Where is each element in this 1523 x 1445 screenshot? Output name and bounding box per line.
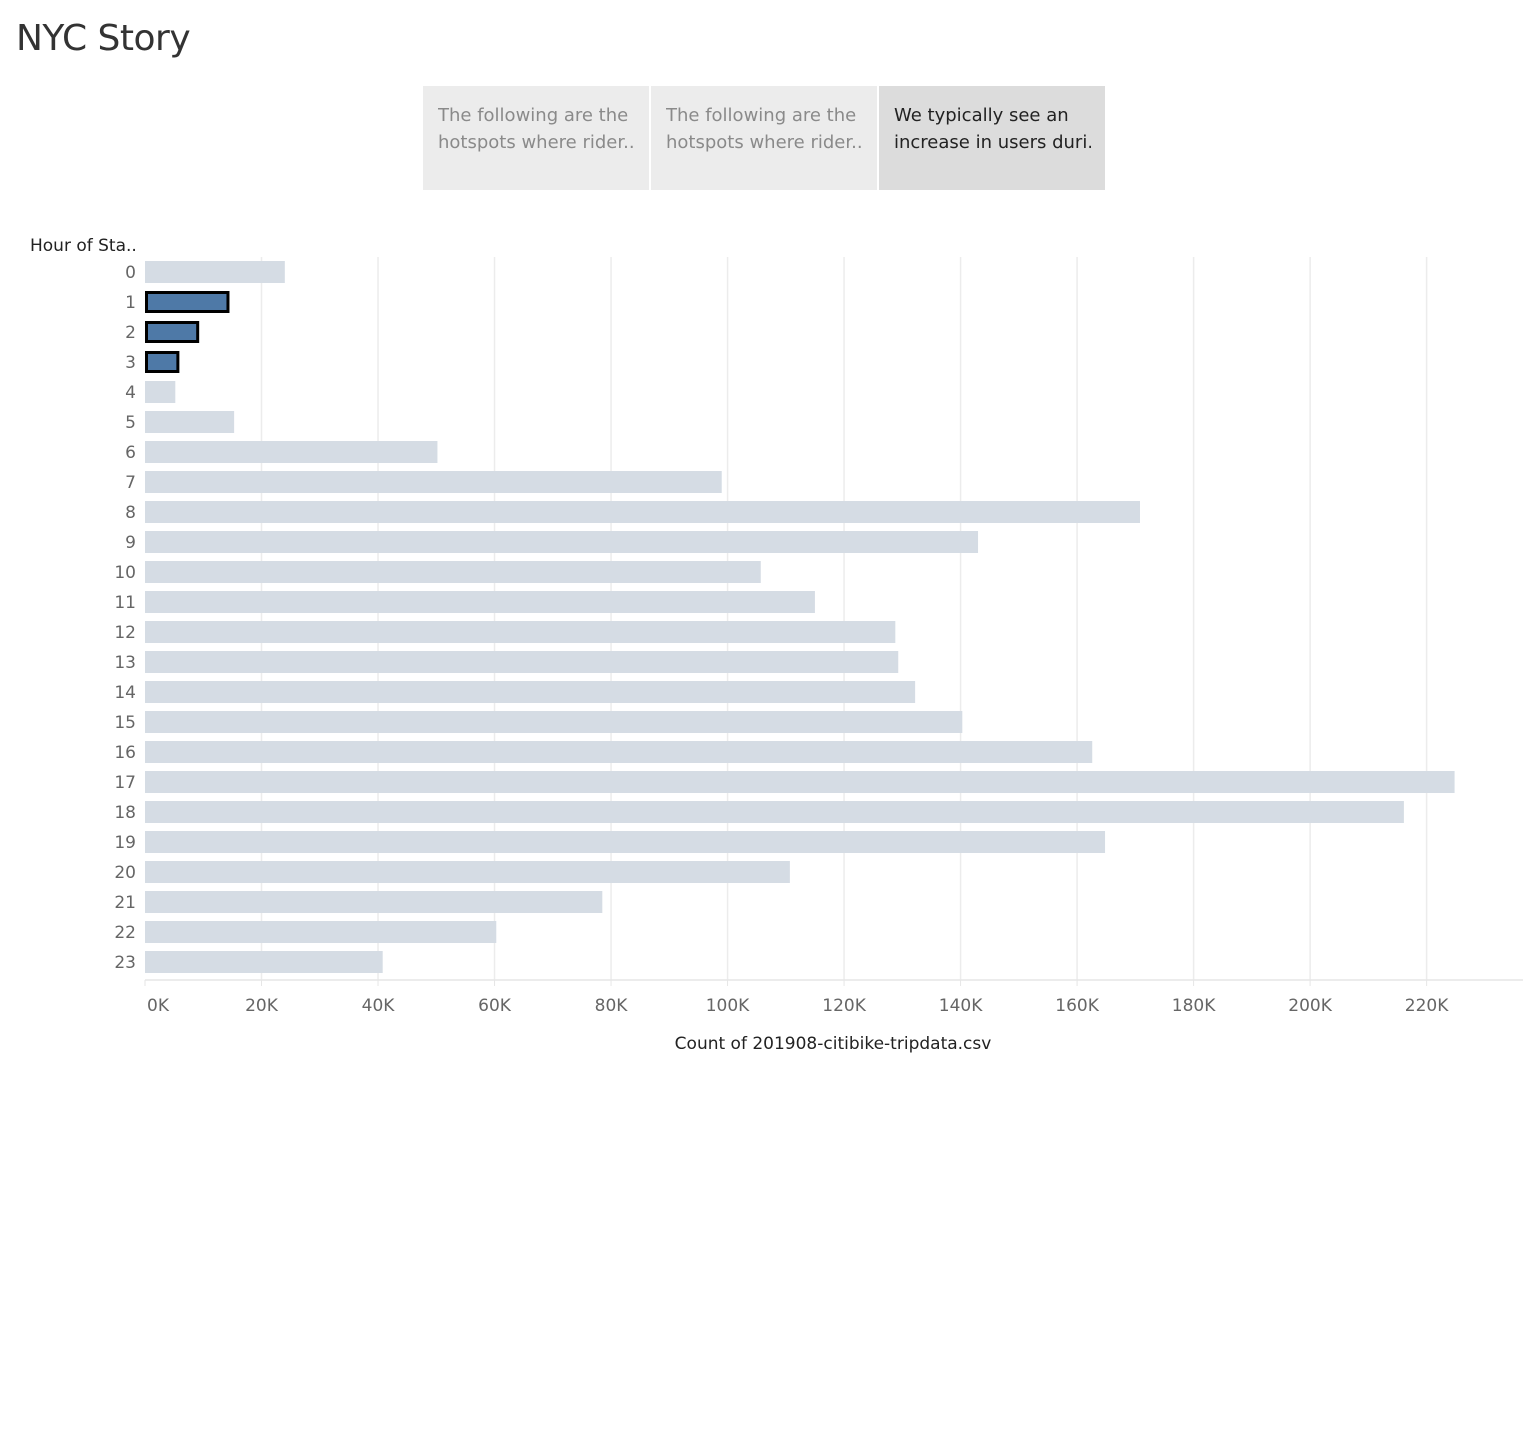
bar-hour-3[interactable] (145, 351, 180, 373)
bar-hour-8[interactable] (145, 501, 1141, 523)
y-tick-label-21: 21 (114, 893, 136, 913)
y-tick-label-16: 16 (114, 743, 136, 763)
bar-hour-2[interactable] (145, 321, 200, 343)
x-tick-label-4: 80K (595, 996, 629, 1016)
y-tick-label-2: 2 (125, 323, 136, 343)
bar-hour-5[interactable] (145, 411, 235, 433)
y-tick-label-19: 19 (114, 833, 136, 853)
bars (145, 261, 1455, 973)
story-point-3[interactable]: We typically see an increase in users du… (879, 86, 1105, 190)
bar-hour-10[interactable] (145, 561, 761, 583)
x-tick-label-10: 200K (1288, 996, 1332, 1016)
y-tick-label-5: 5 (125, 413, 136, 433)
x-tick-label-8: 160K (1055, 996, 1099, 1016)
story-point-3-line-1: We typically see an (894, 105, 1069, 126)
story-point-3-line-2: increase in users duri.. (894, 132, 1091, 153)
y-tick-label-15: 15 (114, 713, 136, 733)
y-tick-label-13: 13 (114, 653, 136, 673)
y-tick-label-4: 4 (125, 383, 136, 403)
bar-hour-1[interactable] (145, 291, 230, 313)
bar-hour-7[interactable] (145, 471, 722, 493)
x-axis-title: Count of 201908-citibike-tripdata.csv (675, 1034, 992, 1054)
bar-hour-19[interactable] (145, 831, 1106, 853)
x-tick-labels: 0K 20K 40K 60K 80K 100K 120K 140K 160K 180K 200K 22… (144, 980, 1449, 1016)
bar-hour-6[interactable] (145, 441, 438, 463)
x-tick-label-1: 20K (245, 996, 279, 1016)
story-title: NYC Story (16, 18, 191, 59)
x-tick-label-9: 180K (1172, 996, 1216, 1016)
bar-hour-0[interactable] (145, 261, 285, 283)
x-tick-label-11: 220K (1405, 996, 1449, 1016)
y-tick-label-9: 9 (125, 533, 136, 553)
bar-hour-23[interactable] (145, 951, 383, 973)
x-tick-label-0: 0K (147, 996, 170, 1016)
story-point-2-line-2: hotspots where rider.. (666, 132, 863, 153)
gridlines (260, 257, 1428, 980)
bar-hour-20[interactable] (145, 861, 790, 883)
story-point-1-line-1: The following are the (438, 105, 629, 126)
story-point-1-line-2: hotspots where rider.. (438, 132, 635, 153)
bar-hour-16[interactable] (145, 741, 1093, 763)
bar-hour-22[interactable] (145, 921, 497, 943)
bar-hour-9[interactable] (145, 531, 979, 553)
bar-hour-4[interactable] (145, 381, 176, 403)
y-tick-label-17: 17 (114, 773, 136, 793)
bar-hour-21[interactable] (145, 891, 603, 913)
x-tick-label-3: 60K (478, 996, 512, 1016)
story-point-2-line-1: The following are the (666, 105, 857, 126)
y-tick-label-22: 22 (114, 923, 136, 943)
bar-hour-11[interactable] (145, 591, 815, 613)
y-axis-title: Hour of Sta.. (30, 236, 137, 256)
y-tick-label-6: 6 (125, 443, 136, 463)
y-tick-label-11: 11 (114, 593, 136, 613)
x-tick-label-7: 140K (939, 996, 983, 1016)
y-tick-label-7: 7 (125, 473, 136, 493)
x-tick-label-6: 120K (822, 996, 866, 1016)
y-tick-label-0: 0 (125, 263, 136, 283)
bar-hour-12[interactable] (145, 621, 896, 643)
bar-hour-18[interactable] (145, 801, 1404, 823)
x-tick-label-2: 40K (362, 996, 396, 1016)
y-tick-label-10: 10 (114, 563, 136, 583)
y-tick-label-14: 14 (114, 683, 136, 703)
bar-hour-15[interactable] (145, 711, 963, 733)
y-tick-label-3: 3 (125, 353, 136, 373)
y-tick-label-1: 1 (125, 293, 136, 313)
bar-hour-14[interactable] (145, 681, 916, 703)
y-tick-label-23: 23 (114, 953, 136, 973)
story-point-1[interactable]: The following are the hotspots where rid… (423, 86, 649, 190)
bar-hour-17[interactable] (145, 771, 1455, 793)
y-tick-label-8: 8 (125, 503, 136, 523)
x-tick-label-5: 100K (706, 996, 750, 1016)
story-navigator: The following are the hotspots where rid… (423, 86, 1107, 190)
y-tick-label-20: 20 (114, 863, 136, 883)
y-tick-label-12: 12 (114, 623, 136, 643)
y-tick-label-18: 18 (114, 803, 136, 823)
bar-hour-13[interactable] (145, 651, 899, 673)
story-point-2[interactable]: The following are the hotspots where rid… (651, 86, 877, 190)
